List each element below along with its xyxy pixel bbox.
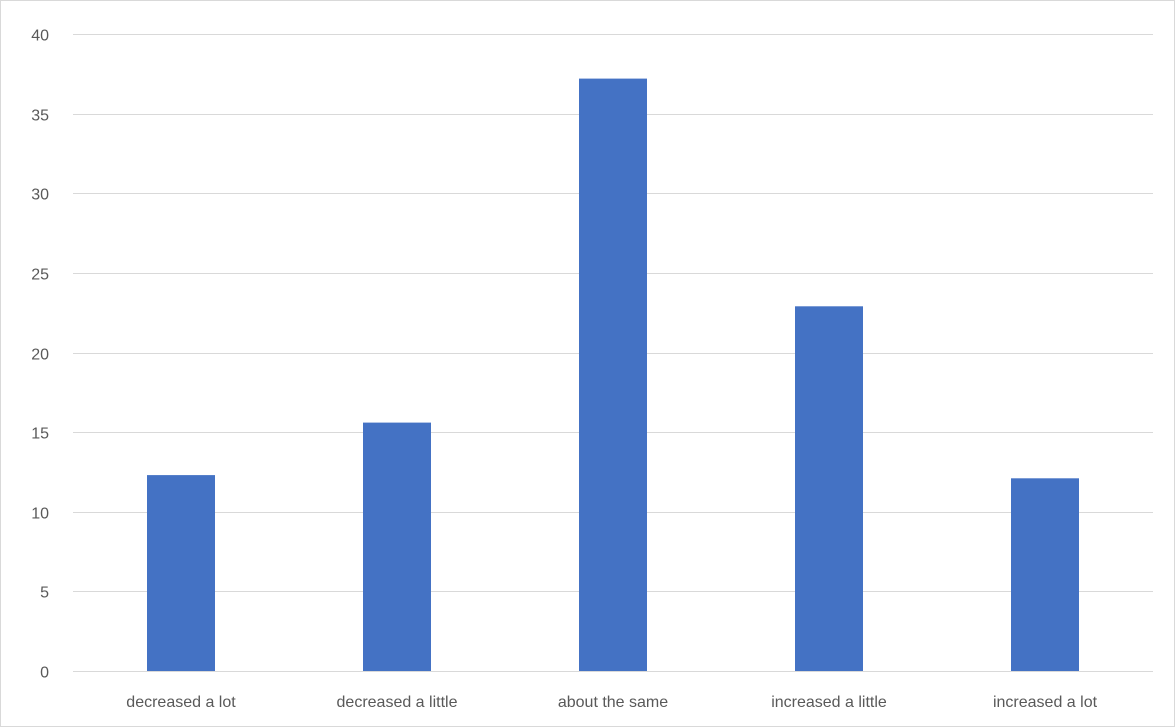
bar — [795, 306, 863, 671]
y-tick-label: 10 — [31, 506, 49, 523]
y-tick-label: 20 — [31, 347, 49, 364]
bar — [363, 422, 431, 671]
bar — [147, 475, 215, 671]
y-tick-label: 40 — [31, 28, 49, 45]
y-tick-label: 5 — [40, 585, 49, 602]
bar — [579, 78, 647, 672]
x-category-label: decreased a lot — [126, 694, 236, 711]
x-category-label: decreased a little — [337, 694, 458, 711]
y-tick-label: 35 — [31, 108, 49, 125]
bars — [147, 78, 1079, 672]
y-tick-label: 15 — [31, 426, 49, 443]
x-axis-category-labels: decreased a lot decreased a little about t… — [126, 694, 1097, 711]
y-axis-tick-labels: 0 5 10 15 20 25 30 35 40 — [31, 28, 49, 682]
bar — [1011, 478, 1079, 671]
y-tick-label: 25 — [31, 267, 49, 284]
x-category-label: about the same — [558, 694, 668, 711]
x-category-label: increased a lot — [993, 694, 1098, 711]
x-category-label: increased a little — [771, 694, 887, 711]
y-tick-label: 0 — [40, 665, 49, 682]
y-tick-label: 30 — [31, 187, 49, 204]
